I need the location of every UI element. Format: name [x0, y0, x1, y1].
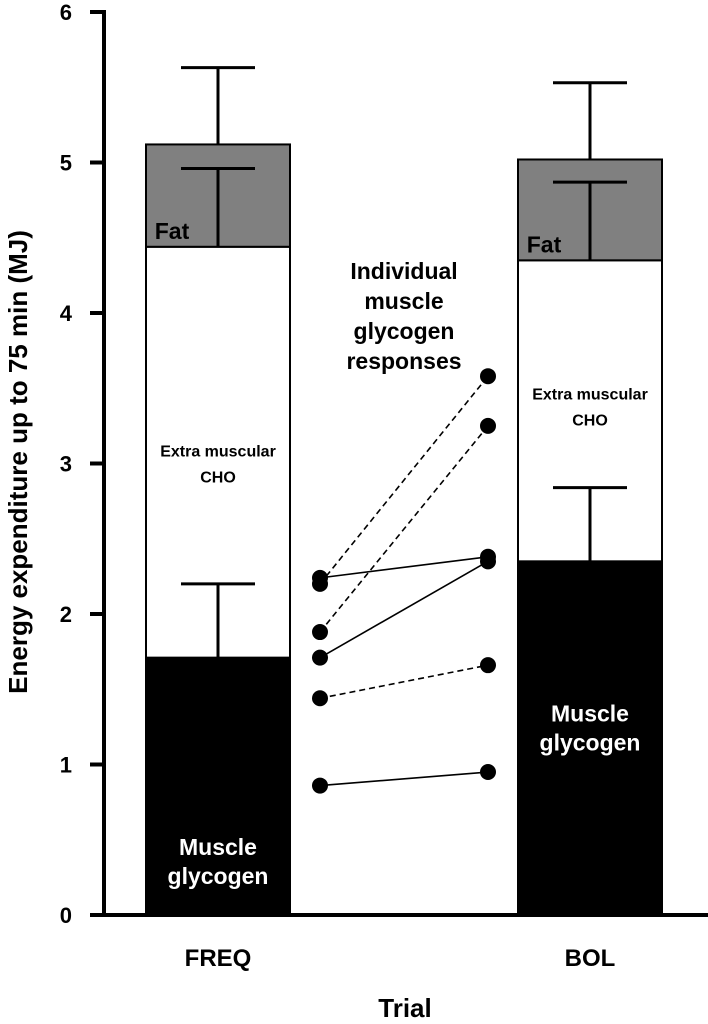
bars-layer: [145, 143, 663, 917]
y-tick-label-0: 0: [60, 903, 72, 928]
segment-label-bol-extra-muscular-cho-1: Extra muscular: [532, 386, 648, 403]
segment-label-freq-extra-muscular-cho-1: Extra muscular: [160, 444, 276, 461]
bar-bol-muscle-glycogen: [517, 560, 663, 916]
response-line-2: [319, 664, 489, 700]
response-line-6: [319, 556, 489, 579]
y-tick-label-4: 4: [60, 301, 73, 326]
x-axis-title: Trial: [378, 993, 431, 1023]
response-line-4: [319, 425, 489, 633]
response-point-freq-2: [312, 690, 328, 707]
response-point-bol-2: [480, 657, 496, 674]
y-tick-label-5: 5: [60, 151, 72, 176]
y-tick-label-2: 2: [60, 602, 72, 627]
response-line-1: [319, 771, 489, 787]
annotation-line-2: muscle: [364, 288, 443, 314]
segment-labels-layer: Muscle glycogen Extra muscular CHO Fat Muscle…: [155, 218, 648, 889]
y-tick-label-6: 6: [60, 0, 72, 25]
annotation-line-4: responses: [346, 348, 461, 374]
segment-label-bol-extra-muscular-cho-2: CHO: [572, 412, 608, 429]
response-line-5: [319, 375, 489, 585]
annotation-line-3: glycogen: [354, 318, 455, 344]
segment-label-bol-fat-1: Fat: [527, 231, 562, 257]
annotation-individual-responses: Individual muscle glycogen responses: [346, 258, 461, 374]
response-point-bol-6: [480, 548, 496, 565]
response-point-freq-6: [312, 569, 328, 586]
y-axis-title: Energy expenditure up to 75 min (MJ): [3, 230, 33, 694]
segment-label-freq-fat-1: Fat: [155, 218, 190, 244]
segment-label-bol-muscle-glycogen-2: glycogen: [540, 730, 641, 756]
response-point-bol-1: [480, 764, 496, 781]
response-point-bol-5: [480, 368, 496, 385]
y-tick-label-1: 1: [60, 753, 72, 778]
bar-freq-muscle-glycogen: [145, 656, 291, 917]
error-bars-layer: [181, 66, 627, 658]
individual-responses-layer: [312, 368, 496, 794]
segment-label-freq-muscle-glycogen-2: glycogen: [168, 863, 269, 889]
response-point-freq-1: [312, 777, 328, 794]
annotation-line-1: Individual: [350, 258, 457, 284]
segment-label-freq-muscle-glycogen-1: Muscle: [179, 834, 257, 860]
x-tick-label-bol: BOL: [565, 945, 616, 972]
y-tick-label-3: 3: [60, 452, 72, 477]
segment-label-freq-extra-muscular-cho-2: CHO: [200, 470, 236, 487]
response-point-freq-4: [312, 624, 328, 641]
x-tick-label-freq: FREQ: [185, 945, 252, 972]
response-point-freq-3: [312, 649, 328, 666]
segment-label-bol-muscle-glycogen-1: Muscle: [551, 701, 629, 727]
response-point-bol-4: [480, 417, 496, 434]
y-ticks-layer: 0 1 2 3 4 5 6: [60, 0, 104, 928]
response-line-3: [319, 560, 489, 659]
